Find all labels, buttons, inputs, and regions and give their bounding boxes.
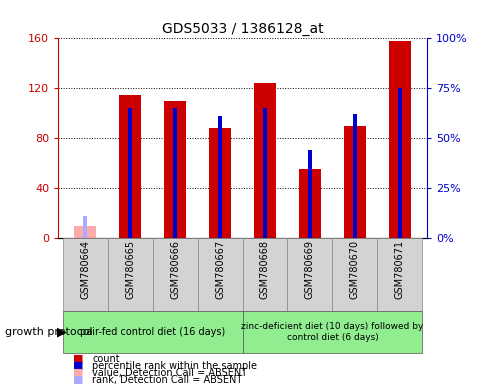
Bar [397,88,401,238]
Bar [253,83,276,238]
Text: ■: ■ [73,375,83,384]
Bar [197,238,242,311]
Text: count: count [92,354,120,364]
Text: GSM780664: GSM780664 [80,240,90,299]
Text: rank, Detection Call = ABSENT: rank, Detection Call = ABSENT [92,375,242,384]
Text: GSM780670: GSM780670 [349,240,359,300]
Bar [119,94,141,238]
Title: GDS5033 / 1386128_at: GDS5033 / 1386128_at [161,22,323,36]
Text: percentile rank within the sample: percentile rank within the sample [92,361,257,371]
Bar [164,101,186,238]
Bar [173,108,177,238]
Bar [208,128,231,238]
Bar [332,238,377,311]
Bar [307,150,311,238]
Bar [62,238,107,311]
Bar [377,238,422,311]
Bar [263,108,266,238]
Text: GSM780671: GSM780671 [394,240,404,300]
Bar [107,238,152,311]
Bar [128,108,132,238]
Bar [388,41,410,238]
Bar [287,238,332,311]
Bar [242,311,422,353]
Bar [343,126,365,238]
Text: ■: ■ [73,361,83,371]
Bar [74,226,96,238]
Bar [83,216,87,238]
Bar [218,116,221,238]
Text: growth protocol: growth protocol [5,327,92,337]
Text: GSM780665: GSM780665 [125,240,135,300]
Text: zinc-deficient diet (10 days) followed by
control diet (6 days): zinc-deficient diet (10 days) followed b… [241,323,423,342]
Text: GSM780669: GSM780669 [304,240,314,299]
Text: GSM780667: GSM780667 [214,240,225,300]
Text: GSM780668: GSM780668 [259,240,270,299]
Text: ■: ■ [73,368,83,378]
Bar [242,238,287,311]
Text: ■: ■ [73,354,83,364]
Bar [298,169,320,238]
Text: ▶: ▶ [57,326,67,339]
Bar [152,238,197,311]
Text: value, Detection Call = ABSENT: value, Detection Call = ABSENT [92,368,247,378]
Text: GSM780666: GSM780666 [170,240,180,299]
Bar [62,311,242,353]
Text: pair-fed control diet (16 days): pair-fed control diet (16 days) [80,327,225,337]
Bar [352,114,356,238]
